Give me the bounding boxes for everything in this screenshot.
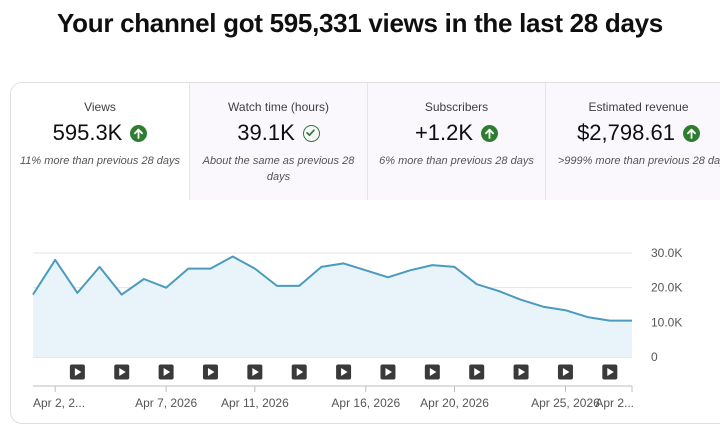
metric-tabs: Views 595.3K 11% more than previous 28 d… bbox=[11, 83, 720, 200]
y-tick-label: 10.0K bbox=[651, 315, 682, 329]
metric-label: Subscribers bbox=[424, 100, 489, 114]
metric-tab-watch-time[interactable]: Watch time (hours) 39.1K About the same … bbox=[190, 83, 368, 200]
metric-label: Watch time (hours) bbox=[228, 100, 329, 114]
x-tick-label: Apr 2... bbox=[595, 396, 634, 410]
play-icon[interactable] bbox=[469, 364, 485, 380]
metric-comparison: >999% more than previous 28 days bbox=[557, 155, 720, 167]
play-icon[interactable] bbox=[202, 364, 218, 380]
play-icon[interactable] bbox=[424, 364, 440, 380]
metric-tab-revenue[interactable]: Estimated revenue $2,798.61 >999% more t… bbox=[546, 83, 720, 200]
arrow-up-circle-icon bbox=[481, 124, 499, 142]
series-area bbox=[33, 256, 632, 357]
metric-value: 595.3K bbox=[52, 120, 123, 145]
metric-label: Views bbox=[84, 100, 116, 114]
metric-tab-views[interactable]: Views 595.3K 11% more than previous 28 d… bbox=[11, 83, 190, 200]
play-icon[interactable] bbox=[380, 364, 396, 380]
metric-comparison: 11% more than previous 28 days bbox=[20, 155, 180, 167]
metric-label: Estimated revenue bbox=[588, 100, 689, 114]
x-tick-label: Apr 20, 2026 bbox=[420, 396, 489, 410]
y-tick-label: 30.0K bbox=[651, 246, 682, 260]
series-line bbox=[32, 255, 632, 322]
metric-comparison: About the same as previous 28 days bbox=[202, 155, 355, 183]
metric-value: 39.1K bbox=[237, 120, 295, 145]
play-icon[interactable] bbox=[247, 364, 263, 380]
y-tick-label: 20.0K bbox=[651, 281, 682, 295]
play-icon[interactable] bbox=[557, 364, 573, 380]
arrow-up-circle-icon bbox=[130, 124, 148, 142]
play-icon[interactable] bbox=[513, 364, 529, 380]
x-tick-label: Apr 7, 2026 bbox=[135, 396, 197, 410]
metric-comparison: 6% more than previous 28 days bbox=[379, 155, 534, 167]
play-icon[interactable] bbox=[114, 364, 130, 380]
arrow-up-circle-icon bbox=[682, 124, 700, 142]
play-icon[interactable] bbox=[336, 364, 352, 380]
play-icon[interactable] bbox=[602, 364, 618, 380]
x-tick-label: Apr 16, 2026 bbox=[331, 396, 400, 410]
x-tick-label: Apr 2, 2... bbox=[33, 396, 85, 410]
x-tick-label: Apr 11, 2026 bbox=[221, 396, 289, 410]
y-tick-label: 0 bbox=[651, 350, 658, 364]
metric-value: $2,798.61 bbox=[577, 120, 675, 145]
metric-value: +1.2K bbox=[414, 120, 474, 145]
play-icon[interactable] bbox=[158, 364, 174, 380]
play-icon[interactable] bbox=[69, 364, 85, 380]
check-circle-icon bbox=[302, 124, 320, 142]
play-icon[interactable] bbox=[291, 364, 307, 380]
x-tick-label: Apr 25, 2026 bbox=[531, 396, 600, 410]
page-headline: Your channel got 595,331 views in the la… bbox=[57, 8, 663, 38]
metric-tab-subscribers[interactable]: Subscribers +1.2K 6% more than previous … bbox=[368, 83, 546, 200]
